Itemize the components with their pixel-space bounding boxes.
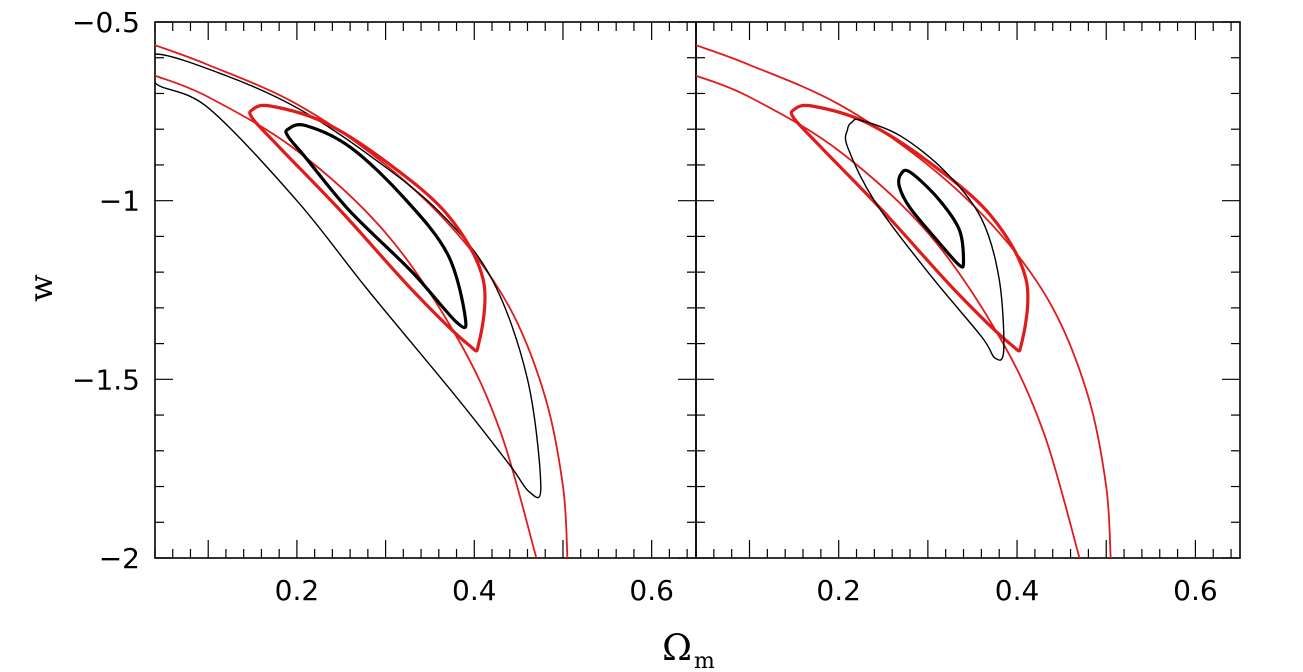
confidence-contour: [155, 53, 542, 499]
confidence-contour: [248, 103, 487, 353]
confidence-contour: [789, 103, 1030, 353]
y-tick-label: −1.5: [72, 363, 140, 396]
confidence-contour: [284, 123, 468, 330]
contour-group: [696, 44, 1112, 558]
confidence-band-curve: [696, 74, 1081, 558]
plot-frame: [695, 21, 1241, 559]
plot-frame: [154, 21, 697, 559]
confidence-band-curve: [696, 44, 1112, 558]
y-tick-label: −1: [99, 185, 140, 218]
contour-group: [155, 44, 569, 558]
x-tick-label: 0.4: [995, 574, 1040, 607]
x-tick-label: 0.6: [1173, 574, 1218, 607]
right-panel: 0.2 0.4 0.6: [695, 21, 1241, 607]
y-tick-label: −2: [99, 542, 140, 575]
x-axis-title: Ω: [662, 628, 692, 669]
x-tick-label: 0.2: [275, 574, 320, 607]
left-panel: 0.2 0.4 0.6 −0.5 −1 −1.5 −2: [72, 6, 697, 607]
x-tick-label: 0.6: [629, 574, 674, 607]
x-axis-title-subscript: m: [694, 649, 715, 672]
confidence-band-curve: [155, 44, 569, 558]
confidence-contour: [897, 168, 966, 269]
x-tick-label: 0.2: [816, 574, 861, 607]
confidence-band-curve: [155, 74, 538, 558]
y-axis-title: w: [22, 274, 60, 301]
x-tick-label: 0.4: [452, 574, 497, 607]
y-tick-label: −0.5: [72, 6, 140, 39]
confidence-contour: [844, 118, 1005, 361]
